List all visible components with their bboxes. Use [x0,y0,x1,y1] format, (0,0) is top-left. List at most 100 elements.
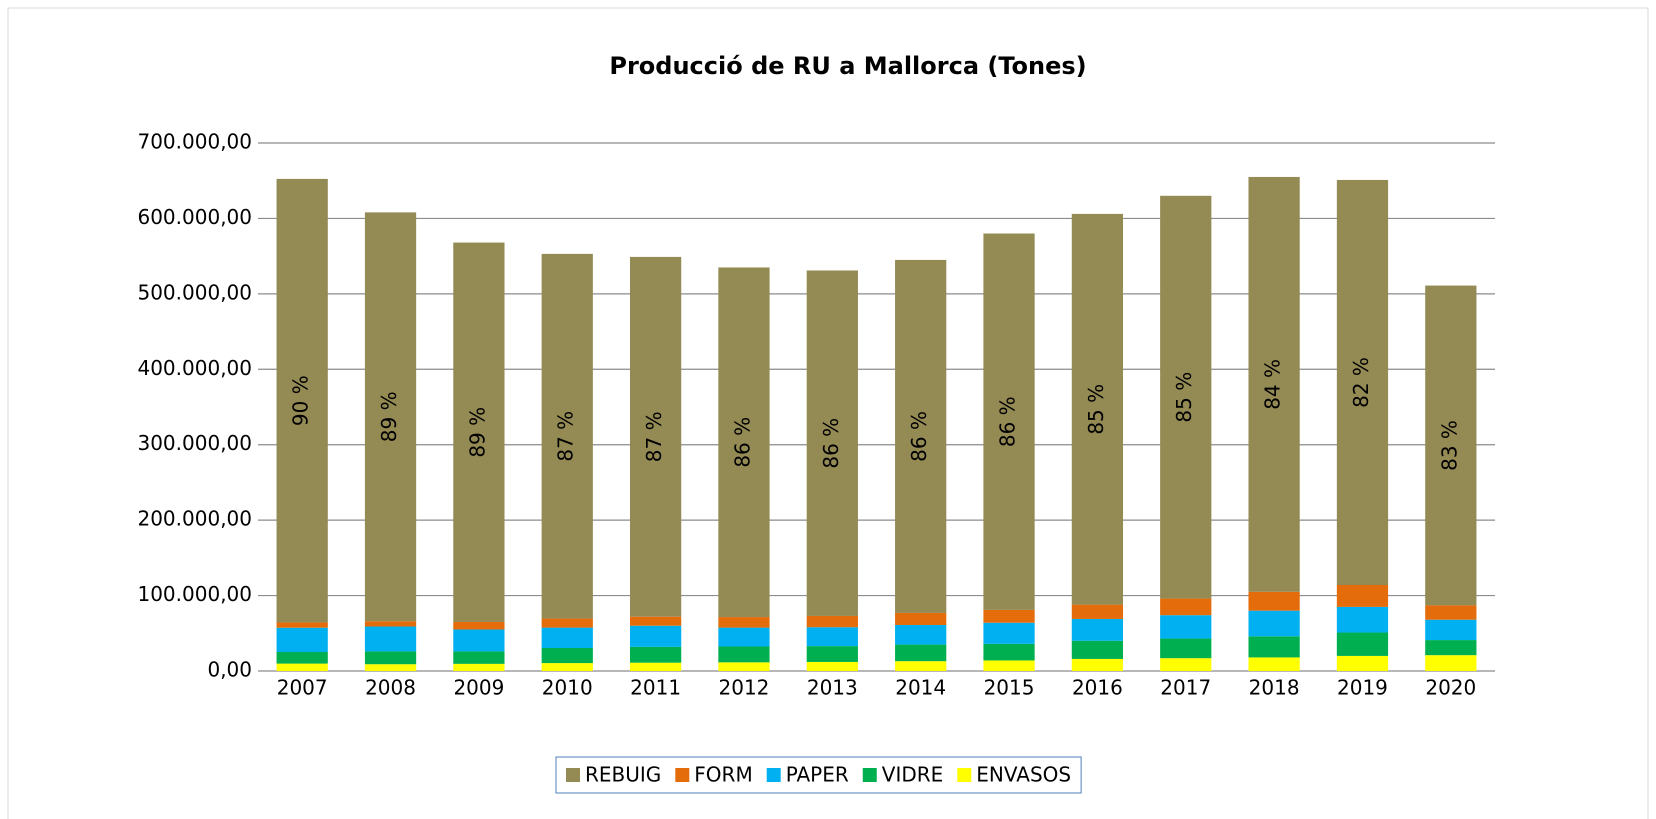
bar-segment [806,615,858,628]
legend-swatch [566,768,580,782]
data-label: 89 % [465,407,489,458]
legend-swatch [957,768,972,782]
bar-segment [1160,658,1212,671]
x-tick-label: 2016 [1072,676,1123,700]
bar-segment [1425,640,1477,656]
bar-segment [276,663,328,671]
bar-segment [1336,632,1389,656]
legend-label: PAPER [786,763,849,787]
y-tick-label: 400.000,00 [137,356,252,380]
bar-segment [1160,598,1212,616]
bar-segment [1425,285,1477,606]
legend-swatch [766,768,781,782]
bar-segment [1336,179,1389,586]
bar-segment [453,621,505,630]
bar-segment [1160,195,1212,599]
data-label: 83 % [1437,420,1461,471]
bar-segment [629,616,682,626]
x-tick-label: 2014 [895,676,946,700]
bar-segment [1071,213,1124,605]
bar-segment [983,233,1035,610]
legend-label: FORM [694,763,752,787]
bar-segment [806,270,858,616]
x-tick-label: 2018 [1249,676,1300,700]
data-label: 86 % [730,417,754,468]
bar-segment [453,242,505,622]
bar-segment [1336,655,1389,671]
bar-segment [364,212,417,622]
data-label: 89 % [377,391,401,442]
bar-segment [276,627,328,652]
x-tick-label: 2013 [807,676,858,700]
bar-segment [1248,636,1300,658]
legend-swatch [862,768,877,782]
x-tick-label: 2012 [719,676,770,700]
bar-segment [895,661,947,671]
bar-segment [806,646,858,662]
x-tick-label: 2011 [630,676,681,700]
bar-segment [364,621,417,627]
x-tick-label: 2015 [984,676,1035,700]
data-label: 86 % [819,418,843,469]
bar-segment [364,626,417,652]
x-tick-label: 2019 [1337,676,1388,700]
bar-segment [983,660,1035,671]
bar-segment [718,627,770,647]
x-tick-label: 2020 [1425,676,1476,700]
bar-segment [629,256,682,617]
bar-segment [895,612,947,625]
legend-frame [555,756,1082,794]
bar-segment [1248,591,1300,611]
bar-segment [895,624,947,645]
bar-segment [983,643,1035,661]
bar-segment [541,253,593,619]
y-tick-label: 300.000,00 [137,431,252,455]
bar-segment [1425,619,1477,641]
data-label: 82 % [1349,357,1373,408]
bar-segment [718,646,770,663]
data-label: 85 % [1172,372,1196,423]
bar-segment [276,651,328,664]
bar-segment [541,663,593,671]
legend-label: VIDRE [882,763,944,787]
data-label: 86 % [907,411,931,462]
bar-segment [1425,605,1477,620]
bar-segment [895,644,947,662]
bar-segment [1071,618,1124,641]
x-tick-label: 2007 [277,676,328,700]
y-tick-label: 700.000,00 [137,130,252,154]
bar-segment [1336,585,1389,607]
bar-segment [1248,176,1300,592]
bar-segment [453,651,505,664]
bar-segment [895,259,947,613]
bar-segment [1071,640,1124,659]
bar-segment [629,662,682,671]
bar-segment [453,629,505,652]
data-label: 84 % [1261,359,1285,410]
data-label: 87 % [554,411,578,462]
bar-segment [541,647,593,664]
y-tick-label: 500.000,00 [137,280,252,304]
y-tick-label: 600.000,00 [137,205,252,229]
bar-segment [718,617,770,628]
bar-segment [1160,615,1212,639]
bar-segment [364,664,417,671]
bar-segment [629,625,682,647]
x-tick-label: 2009 [453,676,504,700]
legend-label: REBUIG [585,763,661,787]
bar-segment [718,267,770,618]
x-tick-label: 2008 [365,676,416,700]
bar-segment [1248,657,1300,671]
chart-title: Producció de RU a Mallorca (Tones) [609,52,1086,80]
data-label: 90 % [289,375,313,426]
bar-segment [1248,610,1300,637]
bar-segment [1071,658,1124,671]
bar-segment [629,646,682,663]
x-tick-label: 2010 [542,676,593,700]
legend: REBUIG FORM PAPER VIDRE ENVASOS [555,756,1082,794]
bar-segment [1071,604,1124,619]
bar-segment [983,609,1035,623]
bar-segment [983,622,1035,644]
bar-segment [541,618,593,628]
bar-segment [806,661,858,671]
